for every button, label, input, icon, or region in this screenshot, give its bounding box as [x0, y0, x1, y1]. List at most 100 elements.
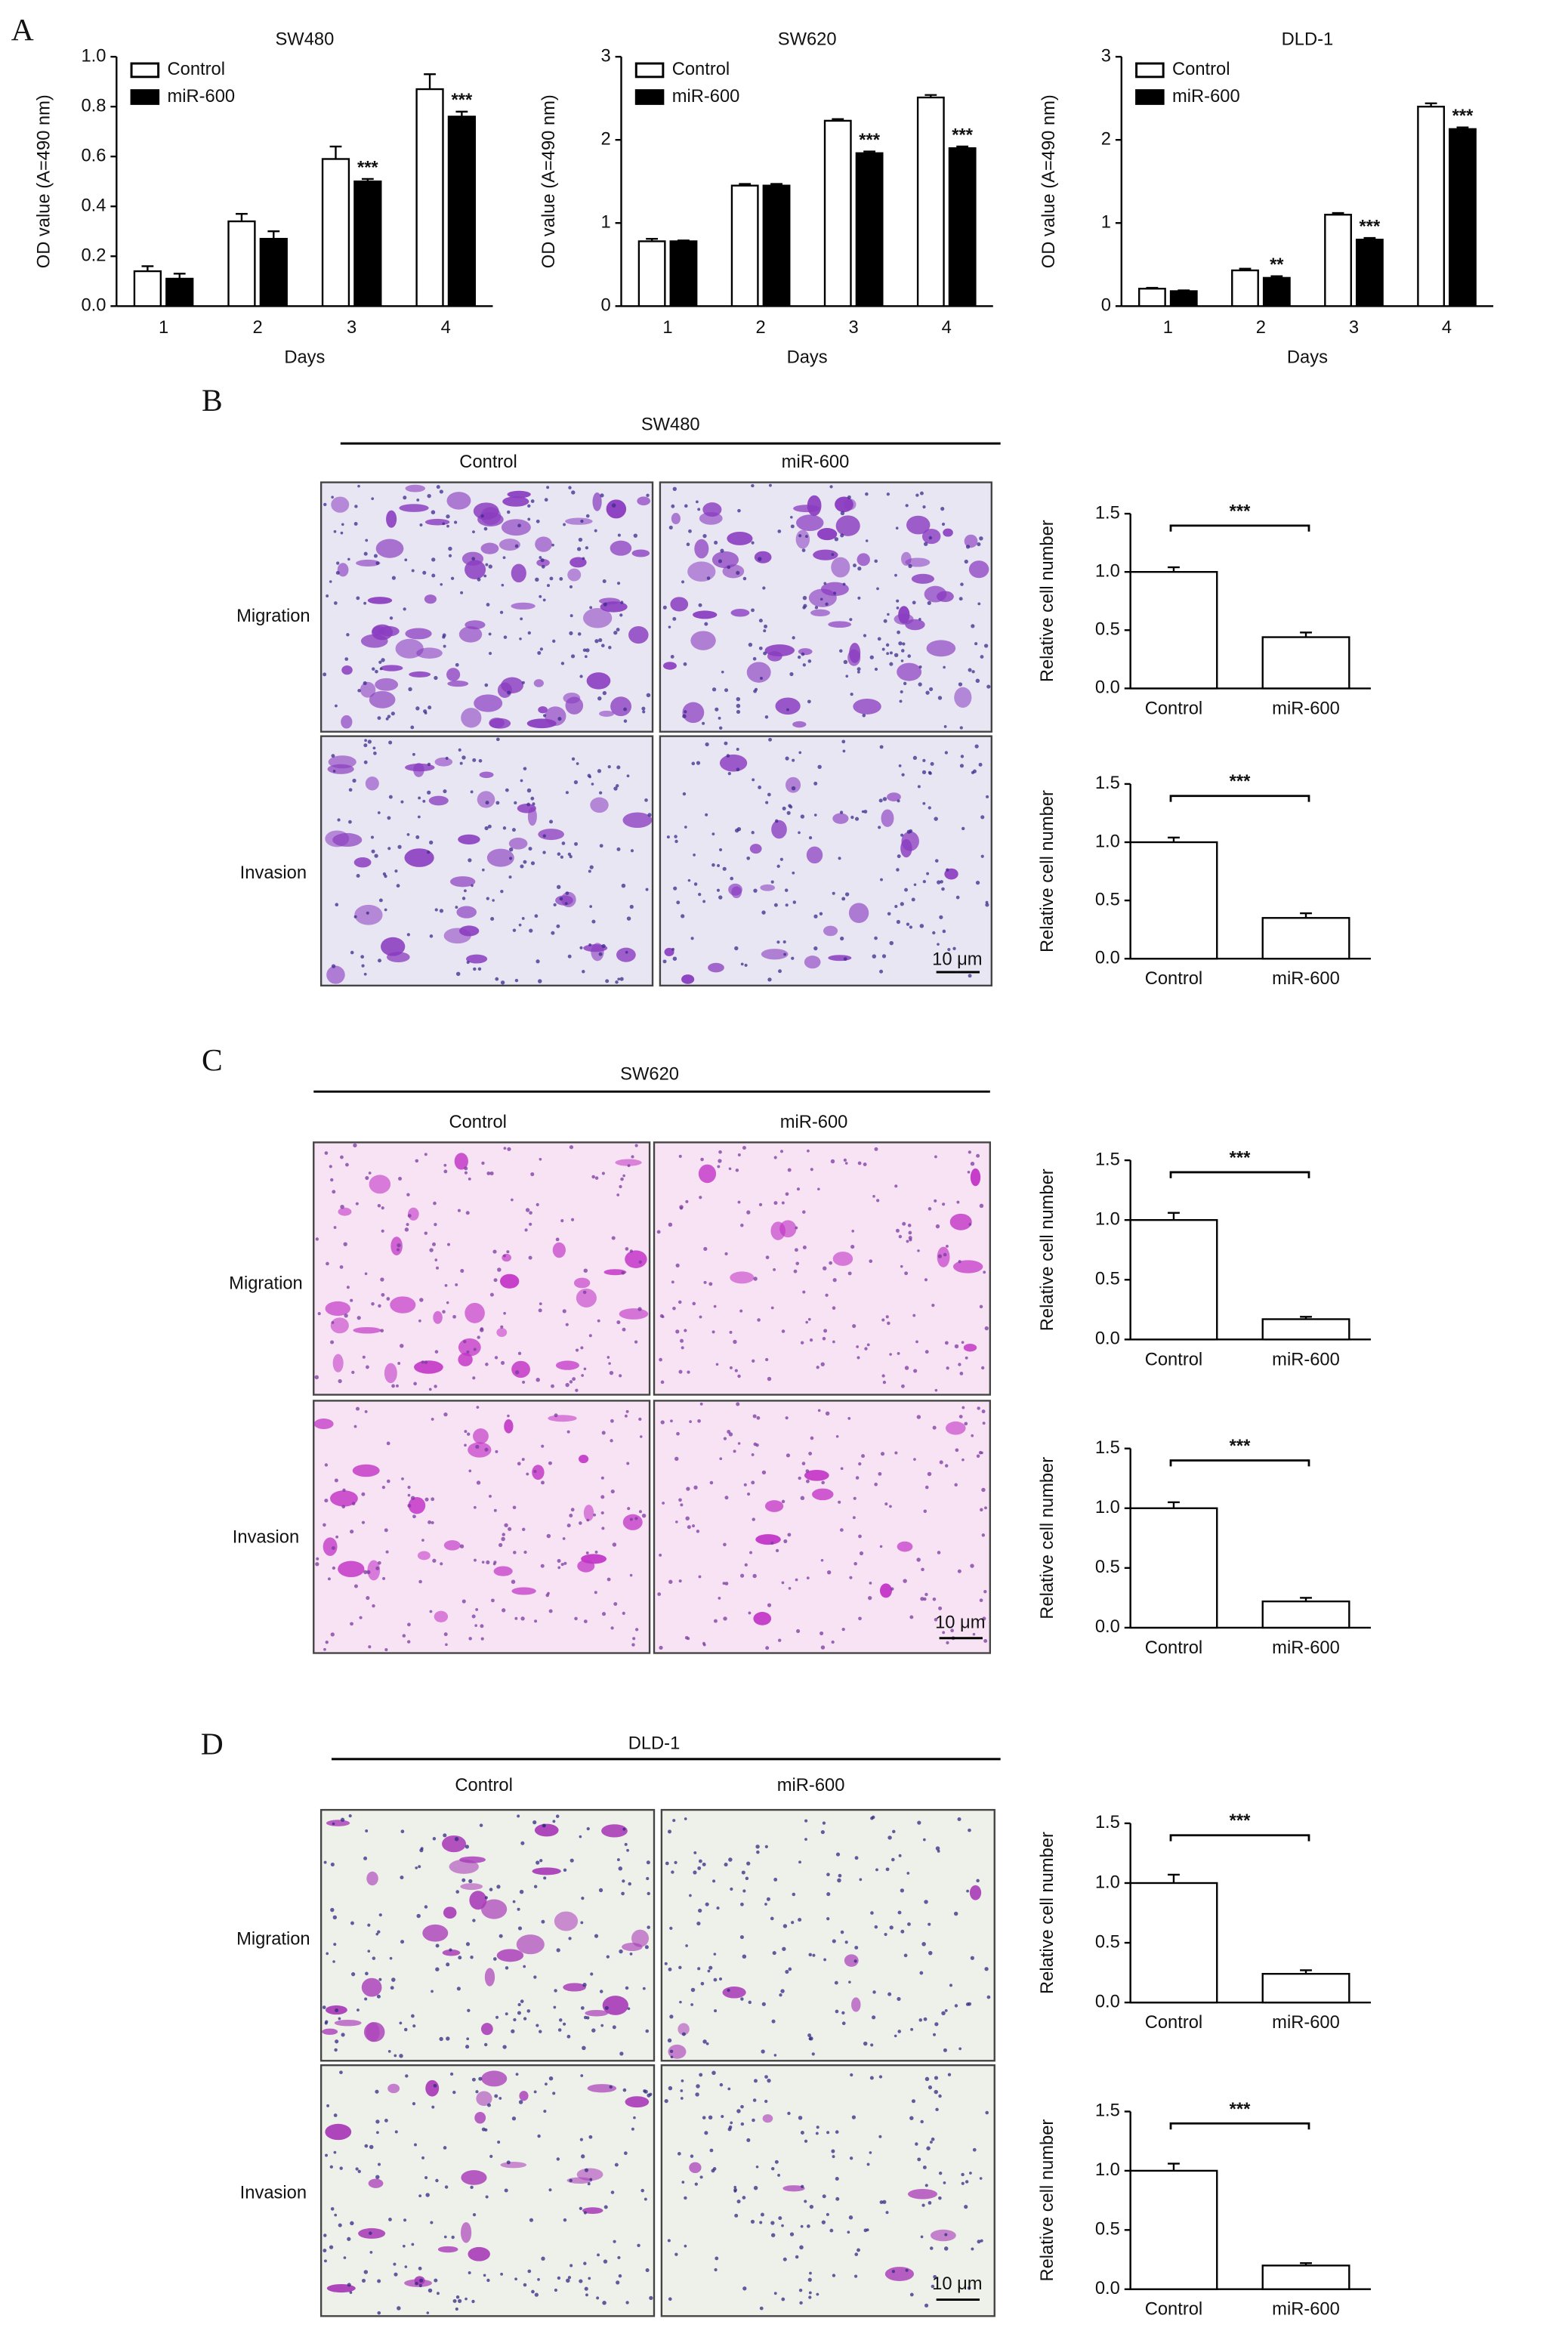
- pore: [798, 831, 801, 835]
- pore: [578, 537, 583, 542]
- pore: [898, 641, 903, 646]
- pore: [698, 1575, 702, 1579]
- pore: [698, 1908, 702, 1913]
- pore: [841, 897, 846, 901]
- y-tick-label: 0.0: [1095, 2279, 1120, 2298]
- pore: [816, 2126, 819, 2129]
- bar: [1261, 1973, 1350, 2004]
- pore: [539, 1157, 542, 1161]
- pore: [435, 1943, 440, 1948]
- pore: [557, 2276, 561, 2280]
- pore: [532, 1820, 537, 1825]
- cell: [764, 1500, 784, 1512]
- significance-bracket: [1169, 795, 1310, 802]
- pore: [585, 514, 590, 518]
- column-label: miR-600: [777, 1776, 845, 1795]
- pore: [917, 1249, 920, 1252]
- pore: [913, 1458, 916, 1461]
- y-tick-label: 1.5: [1095, 2101, 1120, 2121]
- bar: [1129, 1507, 1218, 1629]
- pore: [967, 1170, 971, 1174]
- pore: [521, 917, 525, 920]
- pore: [916, 1557, 921, 1562]
- pore: [924, 2076, 930, 2082]
- pore: [384, 1528, 388, 1533]
- pore: [924, 1900, 928, 1904]
- pore: [889, 1505, 892, 1508]
- pore: [909, 2292, 914, 2297]
- y-axis-label: Relative cell number: [1038, 520, 1057, 682]
- pore: [961, 1406, 965, 1409]
- pore: [907, 1922, 911, 1926]
- pore: [377, 716, 381, 721]
- pore: [839, 649, 843, 653]
- pore: [746, 2138, 751, 2142]
- y-axis-label: Relative cell number: [1038, 790, 1057, 952]
- pore: [748, 1611, 752, 1615]
- cell: [662, 662, 677, 670]
- pore: [798, 534, 802, 538]
- cell: [323, 1537, 338, 1556]
- pore: [870, 2043, 874, 2047]
- pore: [896, 919, 901, 925]
- cell: [943, 528, 953, 537]
- legend-swatch: [1135, 62, 1165, 79]
- pore: [968, 974, 972, 978]
- pore: [889, 662, 894, 666]
- pore: [864, 1347, 868, 1351]
- pore: [567, 852, 572, 857]
- pore: [446, 2036, 450, 2041]
- pore: [429, 1248, 434, 1252]
- bar: [637, 240, 666, 307]
- pore: [543, 1876, 547, 1880]
- pore: [764, 624, 767, 628]
- pore: [894, 2034, 897, 2038]
- pore: [569, 2264, 573, 2268]
- pore: [840, 533, 844, 538]
- cell: [682, 702, 705, 724]
- pore: [680, 2097, 684, 2100]
- pore: [660, 1420, 665, 1425]
- bar: [1262, 276, 1291, 307]
- pore: [802, 1210, 806, 1214]
- pore: [620, 1177, 624, 1181]
- pore: [569, 1145, 574, 1150]
- cell: [369, 1175, 391, 1194]
- pore: [727, 1430, 731, 1434]
- pore: [826, 2131, 830, 2135]
- pore: [969, 2172, 972, 2175]
- pore: [556, 2157, 560, 2161]
- cell: [599, 710, 615, 718]
- pore: [344, 1314, 348, 1318]
- pore: [591, 2028, 596, 2033]
- pore: [890, 1587, 894, 1591]
- pore: [540, 558, 545, 563]
- pore: [884, 1932, 887, 1937]
- pore: [569, 1380, 573, 1384]
- pore: [418, 796, 421, 800]
- pore: [964, 1422, 968, 1426]
- pore: [424, 1231, 428, 1235]
- pore: [517, 1907, 520, 1911]
- pore: [986, 1995, 991, 1999]
- pore: [498, 1542, 503, 1548]
- cell: [443, 1540, 461, 1551]
- cell: [730, 1271, 755, 1284]
- pore: [574, 841, 578, 846]
- pore: [376, 1994, 381, 1999]
- pore: [924, 1350, 929, 1354]
- pore: [470, 790, 474, 794]
- pore: [458, 748, 461, 752]
- pore: [508, 847, 514, 852]
- pore: [857, 596, 861, 600]
- pore: [443, 1169, 448, 1174]
- pore: [427, 493, 431, 499]
- pore: [523, 2283, 527, 2287]
- pore: [787, 1533, 792, 1537]
- pore: [363, 681, 367, 685]
- pore: [773, 2292, 777, 2295]
- pore: [782, 806, 786, 810]
- pore: [626, 916, 631, 921]
- pore: [820, 1645, 826, 1650]
- pore: [971, 670, 975, 674]
